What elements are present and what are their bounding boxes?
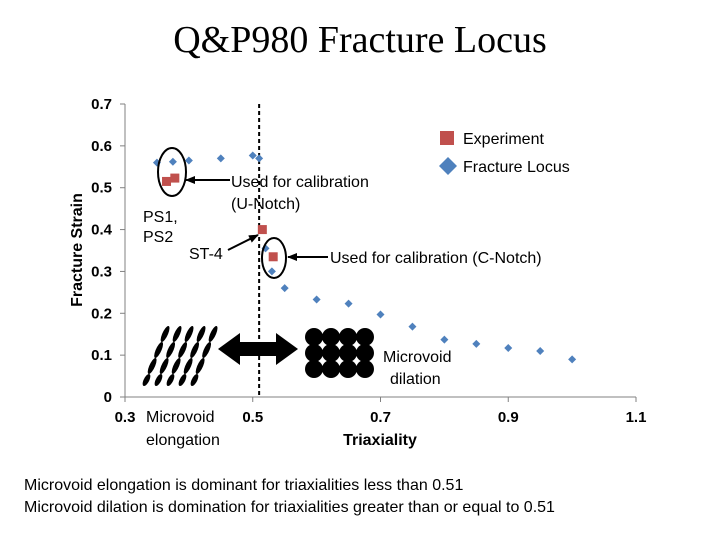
fracture-locus-point [568, 355, 577, 364]
y-axis-ticks: 0 0.1 0.2 0.3 0.4 0.5 0.6 0.7 [91, 96, 125, 406]
x-tick-label: 0.9 [498, 409, 519, 426]
y-tick-label: 0.1 [91, 347, 112, 364]
y-axis-label: Fracture Strain [69, 193, 86, 307]
dilation-line2: dilation [390, 371, 441, 388]
fracture-locus-point [216, 154, 225, 163]
ps-label-line2: PS2 [143, 229, 173, 246]
calib-u-line2: (U-Notch) [231, 196, 300, 213]
x-axis-ticks: 0.3 0.5 0.7 0.9 1.1 [115, 397, 647, 426]
experiment-point [257, 225, 267, 235]
slide-title: Q&P980 Fracture Locus [173, 19, 547, 61]
footer-note-elongation: Microvoid elongation is dominant for tri… [24, 477, 464, 494]
experiment-point [268, 252, 278, 262]
fracture-locus-point [504, 344, 513, 353]
st4-highlight-ellipse [261, 237, 287, 279]
fracture-locus-point [408, 322, 417, 331]
st4-label: ST-4 [189, 246, 223, 263]
calib-c-label: Used for calibration (C-Notch) [330, 250, 542, 267]
ps-highlight-ellipse [157, 147, 187, 197]
microvoid-dilation-illustration [305, 328, 374, 378]
fracture-locus-point [376, 310, 385, 319]
x-tick-label: 0.7 [370, 409, 391, 426]
footer-note-dilation: Microvoid dilation is domination for tri… [24, 499, 555, 516]
y-tick-label: 0 [104, 389, 112, 406]
y-tick-label: 0.5 [91, 180, 112, 197]
legend-fracture-locus-swatch [439, 157, 457, 175]
legend: Experiment Fracture Locus [439, 131, 570, 176]
legend-experiment-swatch [440, 131, 454, 145]
legend-experiment-label: Experiment [463, 131, 544, 148]
fracture-locus-point [536, 346, 545, 355]
y-tick-label: 0.3 [91, 263, 112, 280]
y-tick-label: 0.6 [91, 138, 112, 155]
fracture-locus-point [267, 267, 276, 276]
elongation-line2: elongation [146, 432, 220, 449]
fracture-locus-point [280, 284, 289, 293]
experiment-point [170, 173, 180, 183]
elongation-line1: Microvoid [146, 409, 214, 426]
fracture-locus-point [248, 151, 257, 160]
fracture-locus-point [168, 157, 177, 166]
fracture-locus-point [184, 156, 193, 165]
microvoid-elongation-illustration [142, 325, 218, 386]
calib-u-line1: Used for calibration [231, 174, 369, 191]
fracture-locus-point [344, 299, 353, 308]
y-tick-label: 0.4 [91, 222, 113, 239]
st4-arrow [227, 234, 259, 251]
fracture-locus-point [472, 339, 481, 348]
microvoid-transition-double-arrow [218, 333, 298, 365]
dilation-line1: Microvoid [383, 349, 451, 366]
x-tick-label: 1.1 [626, 409, 647, 426]
legend-fracture-locus-label: Fracture Locus [463, 159, 570, 176]
x-tick-label: 0.3 [115, 409, 136, 426]
experiment-point [162, 176, 172, 186]
y-tick-label: 0.7 [91, 96, 112, 113]
x-tick-label: 0.5 [242, 409, 263, 426]
ps-label-line1: PS1, [143, 209, 178, 226]
y-tick-label: 0.2 [91, 305, 112, 322]
x-axis-label: Triaxiality [343, 432, 417, 449]
fracture-locus-point [440, 335, 449, 344]
fracture-locus-point [255, 154, 264, 163]
fracture-locus-point [312, 295, 321, 304]
